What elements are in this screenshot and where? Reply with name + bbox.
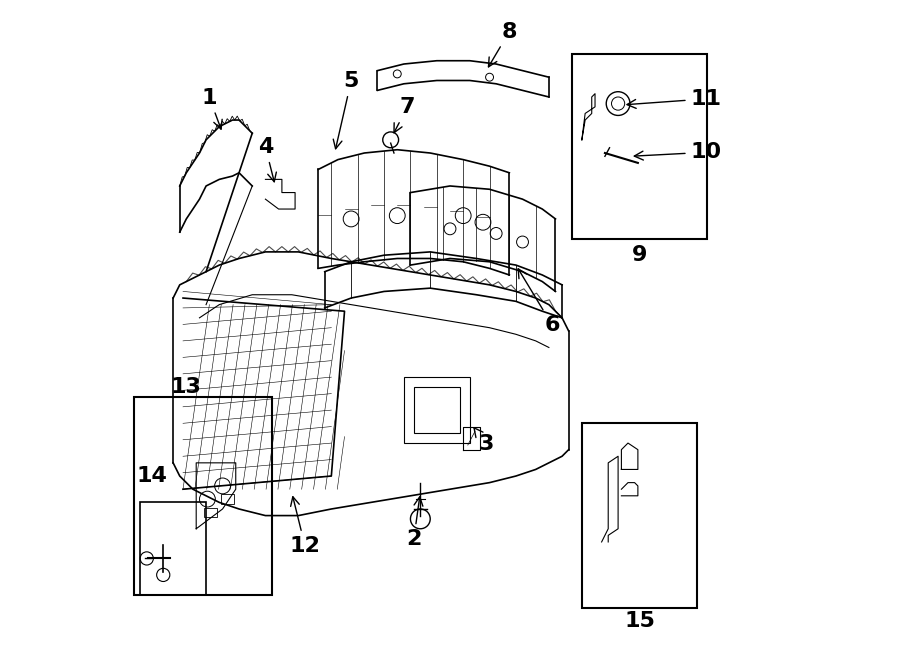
Bar	[204, 508, 217, 517]
Text: 11: 11	[627, 89, 722, 109]
Text: 1: 1	[202, 87, 222, 129]
Text: 14: 14	[137, 466, 167, 486]
Text: 12: 12	[290, 496, 320, 556]
Bar	[220, 495, 234, 504]
Bar	[140, 502, 206, 594]
Bar	[572, 54, 707, 239]
Text: 13: 13	[171, 377, 202, 397]
Bar	[133, 397, 272, 594]
Text: 9: 9	[632, 245, 647, 265]
Text: 8: 8	[489, 22, 518, 67]
Text: 4: 4	[257, 137, 276, 182]
Bar	[581, 423, 698, 608]
Text: 10: 10	[634, 142, 722, 162]
Text: 5: 5	[333, 71, 359, 149]
Text: 15: 15	[625, 611, 655, 631]
Text: 7: 7	[394, 97, 415, 132]
Text: 3: 3	[474, 428, 494, 453]
Text: 6: 6	[518, 269, 560, 335]
Text: 2: 2	[406, 496, 423, 549]
